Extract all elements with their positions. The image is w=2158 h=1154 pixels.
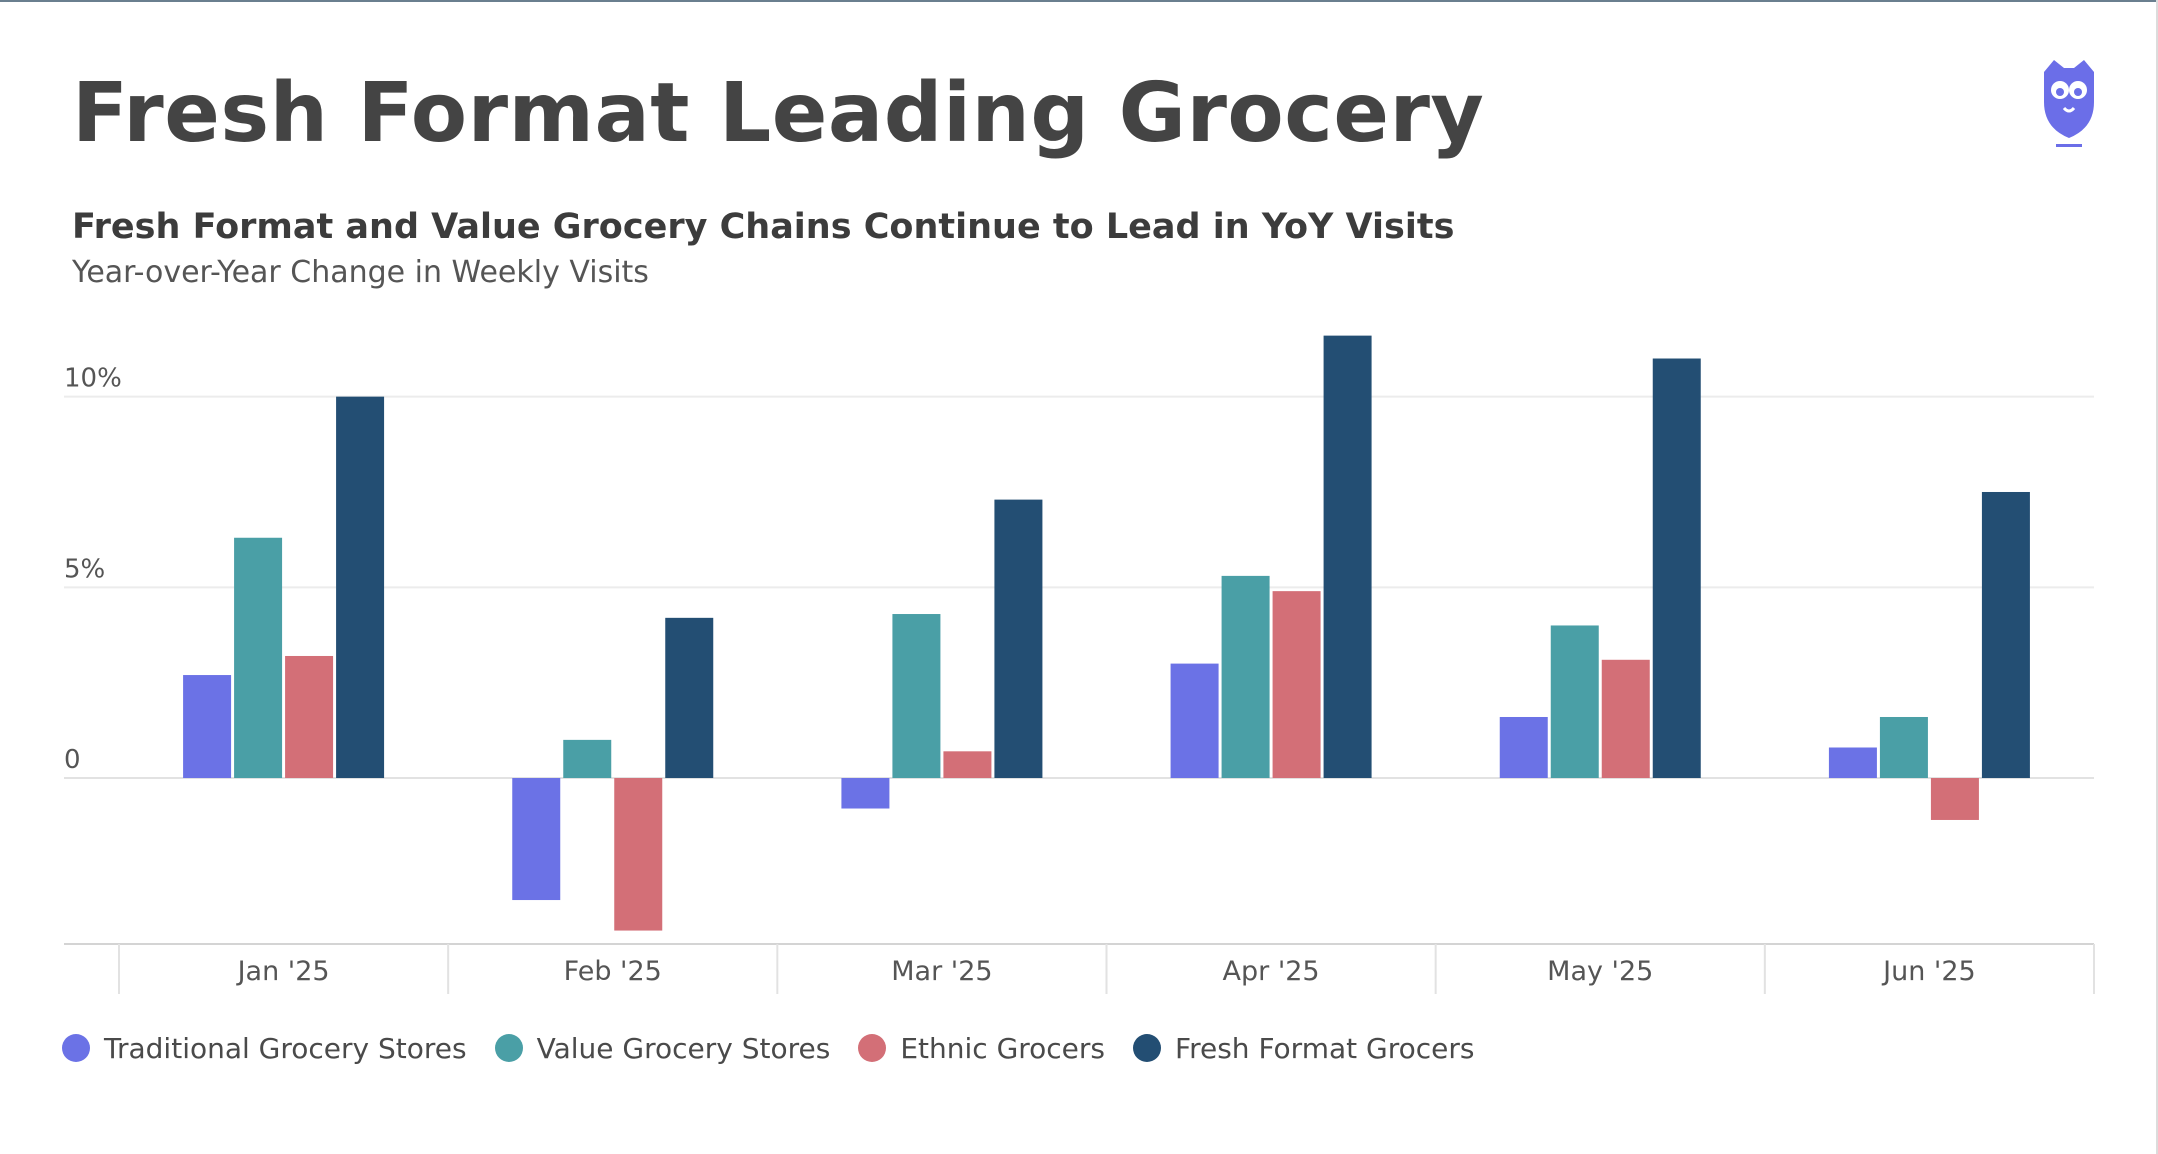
x-tick-label: Jan '25	[236, 956, 330, 987]
y-tick-label: 5%	[64, 554, 105, 584]
x-tick-label: Jun '25	[1881, 956, 1976, 987]
legend-swatch	[858, 1034, 887, 1062]
bar	[1601, 659, 1650, 779]
bar	[841, 778, 890, 809]
legend-item: Ethnic Grocers	[858, 1032, 1105, 1065]
bar	[892, 614, 941, 779]
bar	[1930, 778, 1979, 820]
legend-label: Fresh Format Grocers	[1175, 1031, 1475, 1065]
bar	[234, 537, 283, 779]
y-tick-label: 0	[64, 745, 81, 775]
legend-swatch	[62, 1034, 90, 1062]
legend-label: Traditional Grocery Stores	[104, 1031, 467, 1065]
legend-swatch	[494, 1034, 523, 1062]
bar	[614, 778, 663, 931]
bar	[943, 751, 992, 779]
chart-subtitle: Year-over-Year Change in Weekly Visits	[72, 255, 649, 290]
x-tick-label: May '25	[1547, 956, 1653, 987]
bar	[1170, 663, 1219, 779]
top-border	[0, 0, 2158, 2]
bar	[1550, 625, 1599, 779]
bar	[1272, 591, 1321, 779]
bar	[285, 655, 334, 779]
x-tick-label: Feb '25	[564, 956, 662, 987]
bar	[994, 499, 1043, 779]
bar	[1828, 747, 1877, 779]
bar	[1981, 491, 2030, 779]
bar	[512, 778, 561, 901]
legend-item: Value Grocery Stores	[494, 1031, 831, 1065]
bar	[1221, 575, 1270, 779]
legend-item: Fresh Format Grocers	[1133, 1032, 1474, 1065]
legend-label: Value Grocery Stores	[536, 1031, 831, 1065]
x-tick-label: Mar '25	[891, 956, 992, 987]
x-tick-label: Apr '25	[1223, 956, 1320, 987]
bar	[563, 739, 612, 779]
legend-swatch	[1133, 1034, 1162, 1062]
bar	[1879, 716, 1928, 779]
bar	[336, 396, 385, 779]
legend-label: Ethnic Grocers	[900, 1031, 1106, 1065]
bar	[1323, 335, 1372, 779]
bar	[1499, 716, 1548, 779]
owl-logo-icon	[2044, 60, 2094, 147]
page-title: Fresh Format Leading Grocery	[72, 66, 1485, 161]
chart-title: Fresh Format and Value Grocery Chains Co…	[72, 207, 1455, 247]
bar	[1652, 358, 1701, 779]
bar	[665, 617, 714, 779]
chart-legend: Traditional Grocery Stores Value Grocery …	[62, 1028, 1502, 1068]
y-tick-label: 10%	[64, 364, 122, 394]
legend-item: Traditional Grocery Stores	[62, 1032, 467, 1065]
right-border	[2156, 0, 2158, 1154]
bar	[183, 675, 232, 779]
